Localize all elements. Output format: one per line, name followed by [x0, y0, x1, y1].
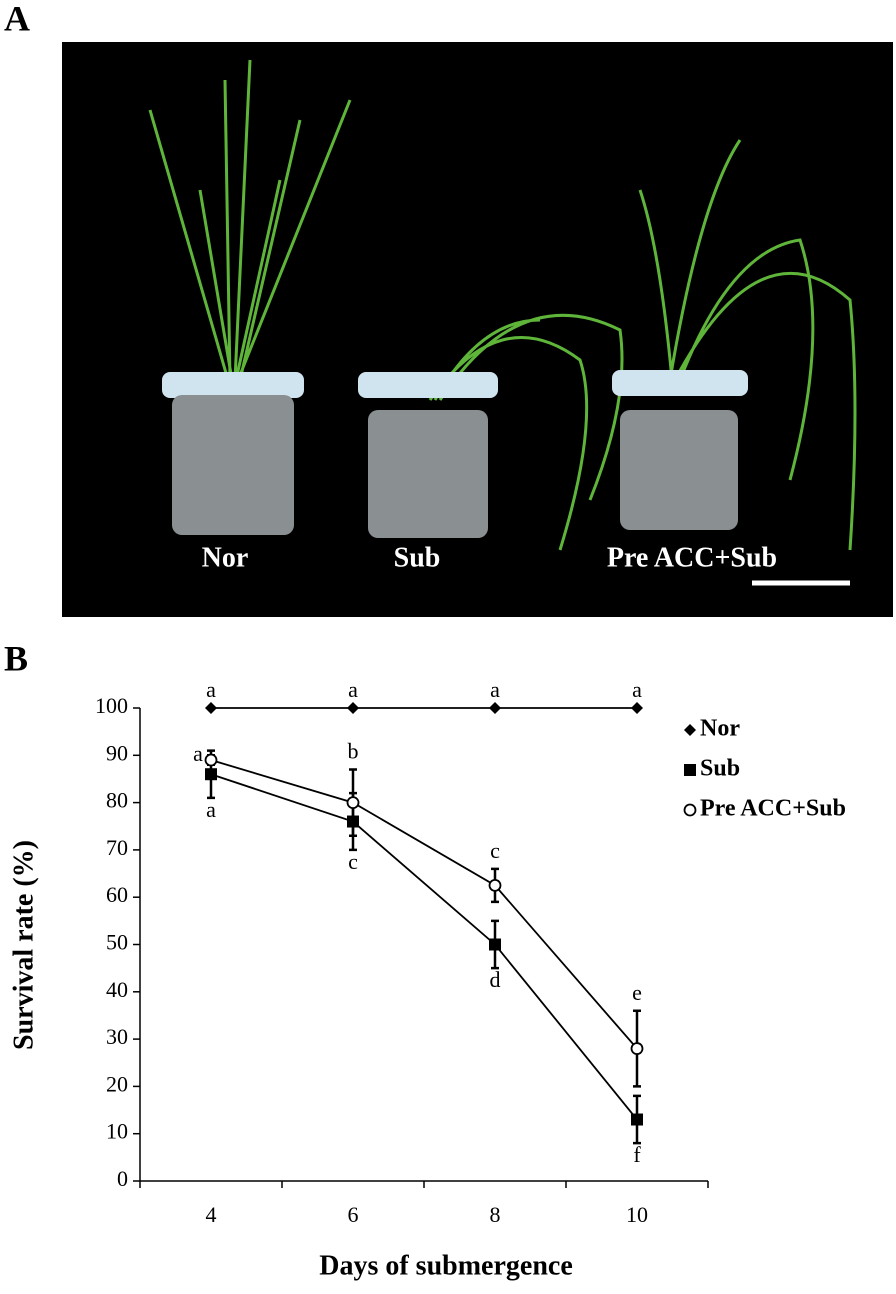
- significance-letter: b: [348, 739, 359, 764]
- y-tick-label: 0: [117, 1166, 128, 1191]
- series-line: [210, 759, 638, 1050]
- significance-letter: a: [193, 741, 203, 766]
- significance-letter: a: [206, 797, 216, 822]
- y-tick-label: 90: [106, 740, 128, 765]
- beakers: [162, 370, 748, 538]
- significance-letter: d: [490, 967, 501, 992]
- point: [488, 878, 502, 892]
- y-tick-label: 80: [106, 788, 128, 813]
- legend-label: Sub: [700, 756, 740, 782]
- legend-marker: [683, 803, 697, 817]
- point: [347, 815, 359, 828]
- panel-label: B: [4, 638, 28, 678]
- photo-label: Pre ACC+Sub: [607, 542, 777, 573]
- legend-label: Nor: [700, 716, 740, 742]
- y-tick-label: 20: [106, 1071, 128, 1096]
- significance-letter: c: [490, 838, 500, 863]
- y-axis-title: Survival rate (%): [8, 840, 39, 1050]
- point: [630, 1042, 644, 1055]
- significance-letter: a: [490, 677, 500, 702]
- point: [631, 702, 643, 714]
- legend-label: Pre ACC+Sub: [700, 796, 846, 822]
- y-tick-label: 50: [106, 930, 128, 955]
- significance-letter: a: [348, 677, 358, 702]
- point: [346, 796, 360, 809]
- x-tick-label: 8: [490, 1202, 501, 1227]
- y-tick-label: 30: [106, 1024, 128, 1049]
- plants: [148, 59, 857, 551]
- point: [204, 753, 218, 767]
- significance-letter: f: [633, 1142, 641, 1167]
- legend-marker: [684, 724, 696, 736]
- photo-label: Sub: [394, 542, 441, 573]
- y-tick-label: 10: [106, 1119, 128, 1144]
- point: [489, 938, 501, 951]
- point: [205, 702, 217, 714]
- significance-letter: a: [632, 677, 642, 702]
- legend-marker: [684, 764, 696, 776]
- y-tick-label: 40: [106, 977, 128, 1002]
- y-tick-label: 60: [106, 882, 128, 907]
- x-tick-label: 4: [206, 1202, 217, 1227]
- point: [205, 768, 217, 781]
- x-axis-title: Days of submergence: [319, 1250, 573, 1281]
- series-line: [210, 773, 638, 1121]
- x-tick-label: 10: [626, 1202, 648, 1227]
- y-tick-label: 100: [95, 693, 128, 718]
- point: [631, 1113, 643, 1126]
- significance-letter: c: [348, 849, 358, 874]
- photo-label: Nor: [202, 542, 249, 573]
- significance-letter: a: [206, 677, 216, 702]
- point: [489, 702, 501, 714]
- significance-letter: e: [632, 980, 642, 1005]
- panel-label: A: [4, 0, 30, 38]
- y-tick-label: 70: [106, 835, 128, 860]
- point: [347, 702, 359, 714]
- x-tick-label: 6: [348, 1202, 359, 1227]
